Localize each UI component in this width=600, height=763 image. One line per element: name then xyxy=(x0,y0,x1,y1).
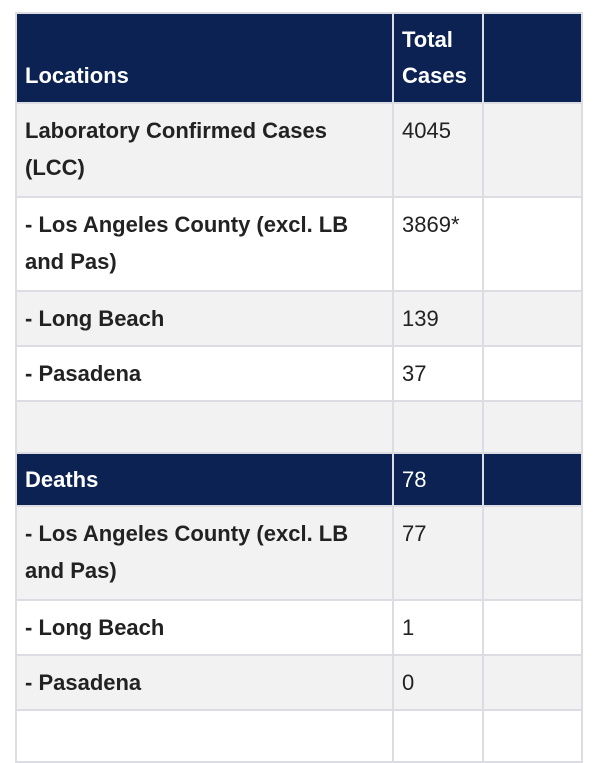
deaths-value: 78 xyxy=(392,452,484,507)
blank-cell xyxy=(392,709,484,763)
row-value: 139 xyxy=(392,290,484,347)
row-label: - Los Angeles County (excl. LB and Pas) xyxy=(15,196,394,292)
deaths-header-row: Deaths 78 xyxy=(15,452,583,507)
table-row: - Long Beach 139 xyxy=(15,290,583,347)
blank-cell xyxy=(482,400,583,454)
row-empty xyxy=(482,654,583,711)
table-row: Laboratory Confirmed Cases (LCC) 4045 xyxy=(15,102,583,198)
table-row: - Long Beach 1 xyxy=(15,599,583,656)
covid-cases-table: Locations Total Cases Laboratory Confirm… xyxy=(15,12,583,763)
deaths-label: Deaths xyxy=(15,452,394,507)
row-value: 0 xyxy=(392,654,484,711)
blank-cell xyxy=(392,400,484,454)
row-value: 37 xyxy=(392,345,484,402)
row-label: - Pasadena xyxy=(15,654,394,711)
row-value: 77 xyxy=(392,505,484,601)
blank-cell xyxy=(482,709,583,763)
table-row: - Los Angeles County (excl. LB and Pas) … xyxy=(15,505,583,601)
row-empty xyxy=(482,290,583,347)
header-total-cases: Total Cases xyxy=(392,12,484,104)
row-empty xyxy=(482,599,583,656)
row-empty xyxy=(482,505,583,601)
header-locations: Locations xyxy=(15,12,394,104)
row-value: 1 xyxy=(392,599,484,656)
row-empty xyxy=(482,452,583,507)
blank-row xyxy=(15,400,583,454)
table-row: - Pasadena 37 xyxy=(15,345,583,402)
table-header-row: Locations Total Cases xyxy=(15,12,583,104)
row-label: - Long Beach xyxy=(15,599,394,656)
table-row: - Pasadena 0 xyxy=(15,654,583,711)
row-value: 3869* xyxy=(392,196,484,292)
row-label: Laboratory Confirmed Cases (LCC) xyxy=(15,102,394,198)
row-value: 4045 xyxy=(392,102,484,198)
blank-cell xyxy=(15,709,394,763)
row-empty xyxy=(482,196,583,292)
row-label: - Long Beach xyxy=(15,290,394,347)
row-empty xyxy=(482,345,583,402)
row-label: - Pasadena xyxy=(15,345,394,402)
header-empty xyxy=(482,12,583,104)
blank-row xyxy=(15,709,583,763)
blank-cell xyxy=(15,400,394,454)
table-row: - Los Angeles County (excl. LB and Pas) … xyxy=(15,196,583,292)
row-label: - Los Angeles County (excl. LB and Pas) xyxy=(15,505,394,601)
row-empty xyxy=(482,102,583,198)
